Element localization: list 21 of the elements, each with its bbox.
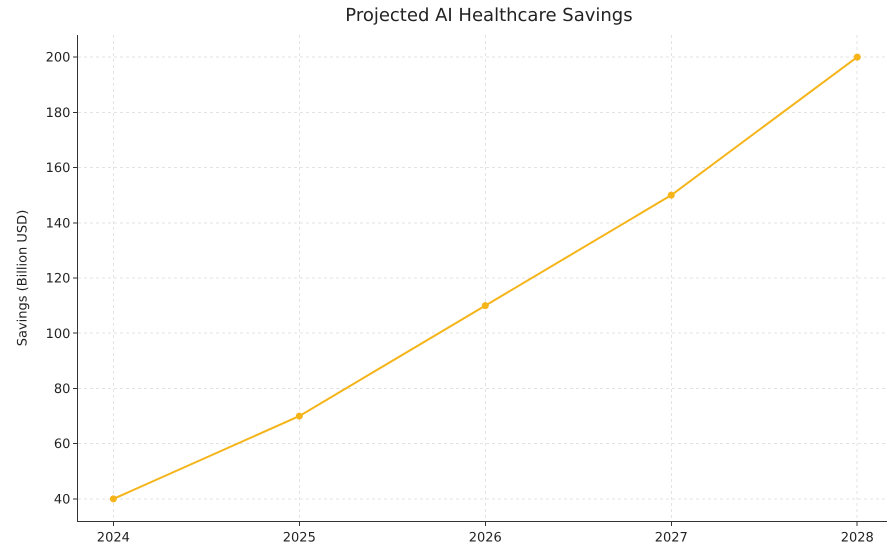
y-tick-label: 40 <box>54 492 70 508</box>
point <box>668 192 675 199</box>
x-tick-label: 2024 <box>96 530 130 546</box>
y-tick-label: 180 <box>46 106 70 121</box>
y-tick-label: 160 <box>46 161 70 176</box>
point <box>482 302 489 310</box>
y-tick-label: 60 <box>54 437 70 452</box>
y-tick-label: 80 <box>54 382 70 397</box>
point <box>854 54 861 61</box>
y-axis-title: Savings (Billion USD) <box>16 210 31 346</box>
x-tick-label: 2028 <box>840 530 874 546</box>
y-tick-label: 140 <box>46 216 70 232</box>
point <box>110 495 117 502</box>
x-tick-label: 2027 <box>654 530 688 546</box>
y-tick-label: 100 <box>46 326 70 342</box>
y-tick-label: 200 <box>46 50 70 66</box>
x-tick-label: 2026 <box>468 530 502 546</box>
x-tick-label: 2025 <box>282 530 316 546</box>
point <box>296 412 303 420</box>
chart-title: Projected AI Healthcare Savings <box>345 4 633 26</box>
y-tick-label: 120 <box>46 272 70 287</box>
